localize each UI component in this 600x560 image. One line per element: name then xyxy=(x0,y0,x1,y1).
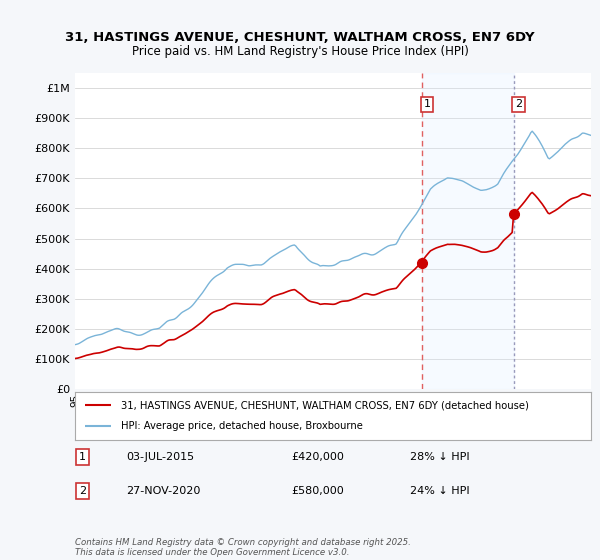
Text: 2: 2 xyxy=(515,100,522,109)
Text: 03-JUL-2015: 03-JUL-2015 xyxy=(127,452,195,462)
Text: £580,000: £580,000 xyxy=(292,486,344,496)
Text: 1: 1 xyxy=(79,452,86,462)
Text: 24% ↓ HPI: 24% ↓ HPI xyxy=(410,486,470,496)
Text: 2: 2 xyxy=(79,486,86,496)
Text: 28% ↓ HPI: 28% ↓ HPI xyxy=(410,452,470,462)
Text: Price paid vs. HM Land Registry's House Price Index (HPI): Price paid vs. HM Land Registry's House … xyxy=(131,45,469,58)
Bar xyxy=(422,73,514,389)
Text: £420,000: £420,000 xyxy=(292,452,344,462)
Text: 27-NOV-2020: 27-NOV-2020 xyxy=(127,486,201,496)
Text: 31, HASTINGS AVENUE, CHESHUNT, WALTHAM CROSS, EN7 6DY (detached house): 31, HASTINGS AVENUE, CHESHUNT, WALTHAM C… xyxy=(121,400,529,410)
Text: HPI: Average price, detached house, Broxbourne: HPI: Average price, detached house, Brox… xyxy=(121,421,364,431)
Text: 31, HASTINGS AVENUE, CHESHUNT, WALTHAM CROSS, EN7 6DY: 31, HASTINGS AVENUE, CHESHUNT, WALTHAM C… xyxy=(65,31,535,44)
Text: Contains HM Land Registry data © Crown copyright and database right 2025.
This d: Contains HM Land Registry data © Crown c… xyxy=(75,538,411,557)
Text: 1: 1 xyxy=(424,100,430,109)
